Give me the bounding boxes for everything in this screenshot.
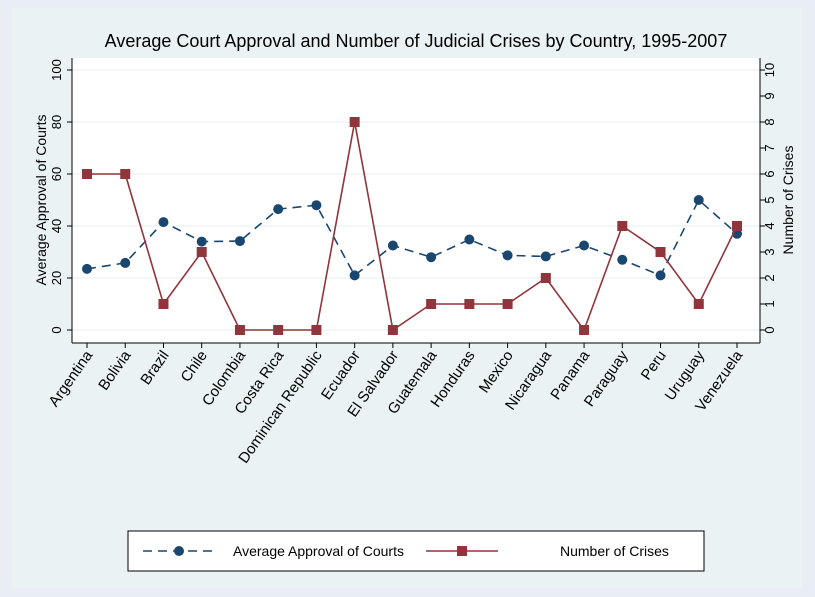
y-right-tick-label: 7: [762, 144, 777, 151]
data-point: [120, 169, 130, 179]
legend-label: Number of Crises: [560, 543, 669, 559]
data-point: [464, 235, 474, 245]
y-left-tick-label: 40: [49, 219, 64, 233]
data-point: [694, 299, 704, 309]
y-right-tick-label: 10: [762, 63, 777, 77]
data-point: [235, 325, 245, 335]
y-right-tick-label: 3: [762, 248, 777, 255]
data-point: [82, 169, 92, 179]
y-right-tick-label: 8: [762, 118, 777, 125]
data-point: [656, 247, 666, 257]
y-right-tick-label: 6: [762, 170, 777, 177]
y-left-tick-label: 20: [49, 271, 64, 285]
data-point: [82, 264, 92, 274]
data-point: [158, 217, 168, 227]
data-point: [235, 236, 245, 246]
data-point: [426, 252, 436, 262]
y-left-tick-label: 60: [49, 167, 64, 181]
y-right-tick-label: 1: [762, 300, 777, 307]
data-point: [503, 250, 513, 260]
legend-label: Average Approval of Courts: [233, 543, 404, 559]
y-right-tick-label: 5: [762, 196, 777, 203]
data-point: [617, 255, 627, 265]
data-point: [579, 241, 589, 251]
data-point: [350, 117, 360, 127]
y-right-tick-label: 0: [762, 326, 777, 333]
data-point: [350, 270, 360, 280]
y-right-tick-label: 9: [762, 92, 777, 99]
data-point: [197, 247, 207, 257]
data-point: [273, 204, 283, 214]
data-point: [388, 241, 398, 251]
chart-title: Average Court Approval and Number of Jud…: [105, 31, 728, 51]
plot-area: [72, 58, 760, 343]
data-point: [541, 251, 551, 261]
data-point: [503, 299, 513, 309]
legend-marker: [457, 546, 467, 556]
y-left-tick-label: 0: [49, 326, 64, 333]
y-left-tick-label: 100: [49, 59, 64, 81]
data-point: [541, 273, 551, 283]
legend: Average Approval of Courts Number of Cris…: [128, 531, 704, 571]
y-right-tick-label: 2: [762, 274, 777, 281]
data-point: [426, 299, 436, 309]
data-point: [197, 237, 207, 247]
data-point: [656, 270, 666, 280]
data-point: [694, 195, 704, 205]
data-point: [617, 221, 627, 231]
data-point: [388, 325, 398, 335]
y-right-tick-label: 4: [762, 222, 777, 229]
data-point: [311, 325, 321, 335]
data-point: [273, 325, 283, 335]
y-axis-left-label: Average Approval of Courts: [33, 115, 49, 286]
data-point: [732, 221, 742, 231]
legend-marker: [174, 546, 184, 556]
data-point: [158, 299, 168, 309]
data-point: [120, 258, 130, 268]
y-axis-right-label: Number of Crises: [780, 146, 796, 255]
data-point: [311, 200, 321, 210]
y-left-tick-label: 80: [49, 115, 64, 129]
data-point: [579, 325, 589, 335]
data-point: [464, 299, 474, 309]
